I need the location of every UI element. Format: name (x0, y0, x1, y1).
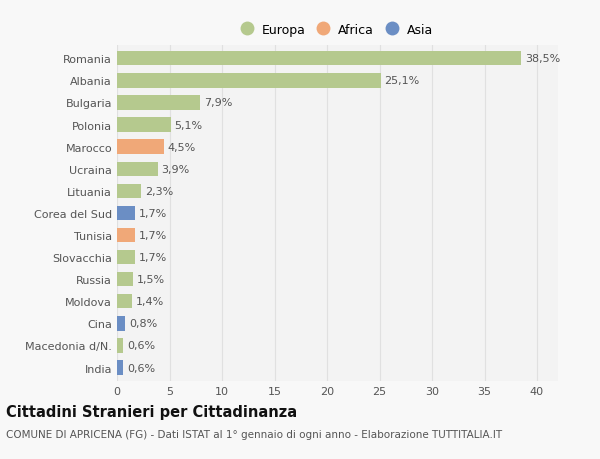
Text: 2,3%: 2,3% (145, 186, 173, 196)
Text: 1,7%: 1,7% (139, 230, 167, 241)
Text: 25,1%: 25,1% (384, 76, 419, 86)
Text: 38,5%: 38,5% (525, 54, 560, 64)
Bar (117, 339, 124, 353)
Bar (117, 162, 158, 177)
Bar (117, 118, 170, 133)
Text: 1,7%: 1,7% (139, 208, 167, 218)
Text: 0,6%: 0,6% (127, 341, 155, 351)
Text: 1,4%: 1,4% (136, 297, 164, 307)
Text: 7,9%: 7,9% (203, 98, 232, 108)
Text: 0,6%: 0,6% (127, 363, 155, 373)
Text: 4,5%: 4,5% (168, 142, 196, 152)
Text: 1,5%: 1,5% (136, 274, 164, 285)
Bar (117, 52, 521, 66)
Bar (117, 74, 380, 88)
Text: 1,7%: 1,7% (139, 252, 167, 263)
Bar (117, 272, 133, 287)
Bar (117, 96, 200, 110)
Text: 3,9%: 3,9% (161, 164, 190, 174)
Bar (117, 317, 125, 331)
Text: 5,1%: 5,1% (174, 120, 202, 130)
Bar (117, 184, 141, 199)
Legend: Europa, Africa, Asia: Europa, Africa, Asia (237, 19, 438, 42)
Bar (117, 250, 135, 265)
Text: Cittadini Stranieri per Cittadinanza: Cittadini Stranieri per Cittadinanza (6, 404, 297, 419)
Bar (117, 206, 135, 221)
Bar (117, 228, 135, 243)
Text: COMUNE DI APRICENA (FG) - Dati ISTAT al 1° gennaio di ogni anno - Elaborazione T: COMUNE DI APRICENA (FG) - Dati ISTAT al … (6, 429, 502, 439)
Bar (117, 140, 164, 155)
Bar (117, 294, 132, 309)
Bar (117, 361, 124, 375)
Text: 0,8%: 0,8% (129, 319, 157, 329)
